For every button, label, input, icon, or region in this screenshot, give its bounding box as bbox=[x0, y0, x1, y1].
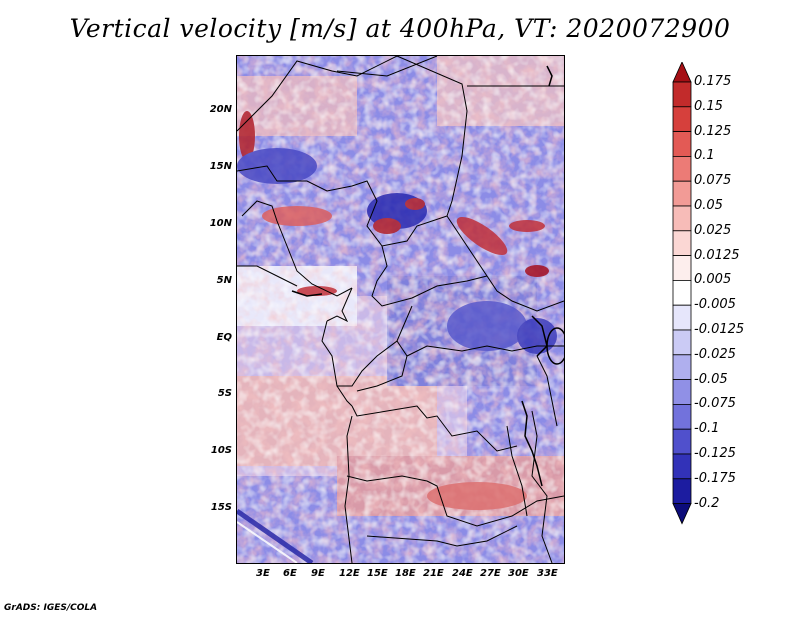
colorbar-level-label: 0.175 bbox=[694, 74, 732, 89]
lon-tick-label: 6E bbox=[283, 568, 297, 579]
lat-tick-label: 5N bbox=[216, 275, 232, 286]
lon-tick-label: 18E bbox=[395, 568, 416, 579]
colorbar-level-label: -0.005 bbox=[694, 297, 736, 313]
colorbar-level-label: 0.025 bbox=[694, 222, 732, 238]
colorbar-level-label: 0.1 bbox=[694, 148, 715, 164]
colorbar-level-label: -0.2 bbox=[694, 495, 720, 511]
colorbar-segment bbox=[672, 279, 692, 306]
colorbar-segment bbox=[672, 304, 692, 331]
lon-tick-label: 21E bbox=[423, 568, 444, 579]
lat-tick-label: 20N bbox=[209, 104, 232, 115]
lat-tick-label: 10N bbox=[209, 218, 232, 229]
colorbar-level-label: -0.075 bbox=[694, 396, 736, 412]
lon-tick-label: 30E bbox=[508, 568, 529, 579]
lon-tick-label: 33E bbox=[537, 568, 558, 579]
colorbar-level-label: 0.0125 bbox=[694, 247, 740, 263]
lon-tick-label: 15E bbox=[367, 568, 388, 579]
colorbar-segment bbox=[672, 255, 692, 281]
plot-title: Vertical velocity [m/s] at 400hPa, VT: 2… bbox=[69, 14, 731, 43]
colorbar-level-label: 0.075 bbox=[694, 173, 732, 189]
colorbar-segment bbox=[672, 62, 692, 83]
colorbar-segment bbox=[672, 156, 692, 182]
colorbar-segment bbox=[672, 478, 692, 504]
vertical-velocity-field bbox=[237, 56, 564, 563]
colorbar-segment bbox=[672, 379, 692, 405]
colorbar-level-label: -0.1 bbox=[694, 421, 720, 437]
colorbar-level-label: 0.05 bbox=[694, 198, 723, 213]
lon-tick-label: 12E bbox=[339, 568, 360, 579]
colorbar-segment bbox=[672, 180, 692, 207]
lon-tick-label: 27E bbox=[480, 568, 501, 579]
lon-tick-label: 3E bbox=[256, 568, 270, 579]
colorbar-level-label: -0.05 bbox=[694, 371, 728, 387]
colorbar-segment bbox=[672, 106, 692, 132]
colorbar-level-label: -0.175 bbox=[694, 470, 736, 486]
lon-tick-label: 24E bbox=[452, 568, 473, 579]
colorbar-level-label: 0.15 bbox=[694, 98, 723, 114]
colorbar-segment bbox=[672, 205, 692, 232]
lat-tick-label: 5S bbox=[217, 388, 232, 399]
colorbar-level-label: -0.125 bbox=[694, 446, 736, 461]
colorbar-segment bbox=[672, 329, 692, 356]
colorbar-level-label: 0.125 bbox=[694, 123, 732, 139]
lat-tick-label: 10S bbox=[210, 445, 232, 456]
colorbar-segment bbox=[672, 428, 692, 455]
colorbar-segment bbox=[672, 81, 692, 108]
colorbar-level-label: 0.005 bbox=[694, 272, 732, 288]
colorbar-segment bbox=[672, 503, 692, 525]
lat-tick-label: 15N bbox=[209, 161, 232, 172]
colorbar-level-label: -0.025 bbox=[694, 346, 736, 362]
grads-credit: GrADS: IGES/COLA bbox=[4, 603, 98, 613]
lat-tick-label: 15S bbox=[210, 502, 232, 513]
map-plot-area bbox=[236, 55, 565, 564]
lat-tick-label: EQ bbox=[216, 332, 232, 343]
colorbar-segment bbox=[672, 230, 692, 257]
colorbar-segment bbox=[672, 403, 692, 430]
colorbar-segment bbox=[672, 354, 692, 380]
colorbar-segment bbox=[672, 453, 692, 480]
colorbar bbox=[672, 62, 692, 525]
colorbar-level-label: -0.0125 bbox=[694, 322, 745, 337]
colorbar-segment bbox=[672, 131, 692, 157]
lon-tick-label: 9E bbox=[311, 568, 325, 579]
